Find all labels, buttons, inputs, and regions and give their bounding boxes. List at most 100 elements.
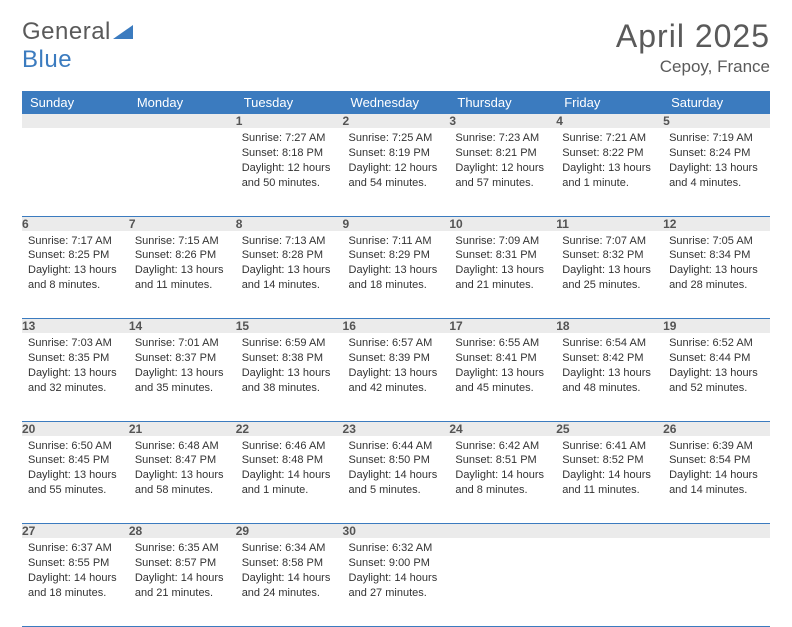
day-content: Sunrise: 7:23 AMSunset: 8:21 PMDaylight:…	[449, 128, 556, 194]
sunset: Sunset: 8:22 PM	[562, 146, 657, 161]
weekday-header: Thursday	[449, 91, 556, 114]
sunrise: Sunrise: 6:41 AM	[562, 439, 657, 454]
sunset: Sunset: 8:35 PM	[28, 351, 123, 366]
day-number: 24	[449, 421, 556, 436]
sunrise: Sunrise: 7:21 AM	[562, 131, 657, 146]
daynum-row: 6789101112	[22, 216, 770, 231]
sunrise: Sunrise: 6:34 AM	[242, 541, 337, 556]
sunset: Sunset: 8:54 PM	[669, 453, 764, 468]
daylight: Daylight: 13 hours and 1 minute.	[562, 161, 657, 191]
sunset: Sunset: 8:34 PM	[669, 248, 764, 263]
day-number: 19	[663, 319, 770, 334]
day-cell: Sunrise: 7:21 AMSunset: 8:22 PMDaylight:…	[556, 128, 663, 216]
daylight: Daylight: 13 hours and 48 minutes.	[562, 366, 657, 396]
sunset: Sunset: 8:44 PM	[669, 351, 764, 366]
day-cell: Sunrise: 6:57 AMSunset: 8:39 PMDaylight:…	[343, 333, 450, 421]
day-cell: Sunrise: 6:46 AMSunset: 8:48 PMDaylight:…	[236, 436, 343, 524]
sunset: Sunset: 8:51 PM	[455, 453, 550, 468]
sunset: Sunset: 8:37 PM	[135, 351, 230, 366]
day-number: 21	[129, 421, 236, 436]
weekday-header: Monday	[129, 91, 236, 114]
sunrise: Sunrise: 7:07 AM	[562, 234, 657, 249]
sunrise: Sunrise: 7:03 AM	[28, 336, 123, 351]
day-cell: Sunrise: 6:59 AMSunset: 8:38 PMDaylight:…	[236, 333, 343, 421]
daylight: Daylight: 13 hours and 21 minutes.	[455, 263, 550, 293]
location: Cepoy, France	[616, 57, 770, 77]
daylight: Daylight: 12 hours and 57 minutes.	[455, 161, 550, 191]
day-cell: Sunrise: 6:42 AMSunset: 8:51 PMDaylight:…	[449, 436, 556, 524]
day-cell: Sunrise: 7:27 AMSunset: 8:18 PMDaylight:…	[236, 128, 343, 216]
empty-cell	[556, 538, 663, 626]
header: General Blue April 2025 Cepoy, France	[22, 18, 770, 77]
sunrise: Sunrise: 6:46 AM	[242, 439, 337, 454]
day-content: Sunrise: 6:35 AMSunset: 8:57 PMDaylight:…	[129, 538, 236, 604]
logo-part1: General	[22, 18, 111, 45]
day-cell: Sunrise: 7:05 AMSunset: 8:34 PMDaylight:…	[663, 231, 770, 319]
sunrise: Sunrise: 6:55 AM	[455, 336, 550, 351]
empty-cell	[449, 524, 556, 539]
day-content: Sunrise: 6:37 AMSunset: 8:55 PMDaylight:…	[22, 538, 129, 604]
weekday-header: Friday	[556, 91, 663, 114]
daynum-row: 13141516171819	[22, 319, 770, 334]
day-cell: Sunrise: 7:03 AMSunset: 8:35 PMDaylight:…	[22, 333, 129, 421]
sunset: Sunset: 8:57 PM	[135, 556, 230, 571]
sunset: Sunset: 8:29 PM	[349, 248, 444, 263]
calendar-table: SundayMondayTuesdayWednesdayThursdayFrid…	[22, 91, 770, 627]
day-content: Sunrise: 6:46 AMSunset: 8:48 PMDaylight:…	[236, 436, 343, 502]
sunset: Sunset: 8:26 PM	[135, 248, 230, 263]
day-cell: Sunrise: 6:44 AMSunset: 8:50 PMDaylight:…	[343, 436, 450, 524]
day-cell: Sunrise: 6:39 AMSunset: 8:54 PMDaylight:…	[663, 436, 770, 524]
day-content: Sunrise: 6:44 AMSunset: 8:50 PMDaylight:…	[343, 436, 450, 502]
day-number: 15	[236, 319, 343, 334]
day-number: 13	[22, 319, 129, 334]
empty-cell	[129, 114, 236, 128]
sunset: Sunset: 8:52 PM	[562, 453, 657, 468]
sunset: Sunset: 8:25 PM	[28, 248, 123, 263]
day-number: 5	[663, 114, 770, 128]
sunset: Sunset: 8:55 PM	[28, 556, 123, 571]
sunrise: Sunrise: 6:59 AM	[242, 336, 337, 351]
daylight: Daylight: 14 hours and 5 minutes.	[349, 468, 444, 498]
day-cell: Sunrise: 6:50 AMSunset: 8:45 PMDaylight:…	[22, 436, 129, 524]
day-number: 4	[556, 114, 663, 128]
day-number: 17	[449, 319, 556, 334]
day-content: Sunrise: 7:13 AMSunset: 8:28 PMDaylight:…	[236, 231, 343, 297]
day-number: 29	[236, 524, 343, 539]
day-content: Sunrise: 6:42 AMSunset: 8:51 PMDaylight:…	[449, 436, 556, 502]
day-number: 11	[556, 216, 663, 231]
daynum-row: 20212223242526	[22, 421, 770, 436]
day-content: Sunrise: 6:54 AMSunset: 8:42 PMDaylight:…	[556, 333, 663, 399]
day-content: Sunrise: 6:52 AMSunset: 8:44 PMDaylight:…	[663, 333, 770, 399]
daylight: Daylight: 12 hours and 54 minutes.	[349, 161, 444, 191]
sunrise: Sunrise: 7:11 AM	[349, 234, 444, 249]
day-cell: Sunrise: 6:54 AMSunset: 8:42 PMDaylight:…	[556, 333, 663, 421]
sunrise: Sunrise: 6:57 AM	[349, 336, 444, 351]
day-cell: Sunrise: 7:15 AMSunset: 8:26 PMDaylight:…	[129, 231, 236, 319]
day-content: Sunrise: 6:34 AMSunset: 8:58 PMDaylight:…	[236, 538, 343, 604]
logo-triangle-icon	[113, 18, 133, 45]
sunrise: Sunrise: 7:27 AM	[242, 131, 337, 146]
weekday-header: Wednesday	[343, 91, 450, 114]
daylight: Daylight: 14 hours and 24 minutes.	[242, 571, 337, 601]
sunset: Sunset: 8:18 PM	[242, 146, 337, 161]
week-row: Sunrise: 6:37 AMSunset: 8:55 PMDaylight:…	[22, 538, 770, 626]
daylight: Daylight: 13 hours and 35 minutes.	[135, 366, 230, 396]
week-row: Sunrise: 7:27 AMSunset: 8:18 PMDaylight:…	[22, 128, 770, 216]
weekday-header: Tuesday	[236, 91, 343, 114]
day-cell: Sunrise: 6:48 AMSunset: 8:47 PMDaylight:…	[129, 436, 236, 524]
daylight: Daylight: 13 hours and 38 minutes.	[242, 366, 337, 396]
day-number: 14	[129, 319, 236, 334]
day-content: Sunrise: 7:05 AMSunset: 8:34 PMDaylight:…	[663, 231, 770, 297]
sunset: Sunset: 8:32 PM	[562, 248, 657, 263]
day-number: 12	[663, 216, 770, 231]
sunset: Sunset: 8:19 PM	[349, 146, 444, 161]
day-cell: Sunrise: 7:17 AMSunset: 8:25 PMDaylight:…	[22, 231, 129, 319]
sunrise: Sunrise: 6:52 AM	[669, 336, 764, 351]
day-cell: Sunrise: 7:11 AMSunset: 8:29 PMDaylight:…	[343, 231, 450, 319]
daylight: Daylight: 12 hours and 50 minutes.	[242, 161, 337, 191]
day-cell: Sunrise: 6:41 AMSunset: 8:52 PMDaylight:…	[556, 436, 663, 524]
logo: General Blue	[22, 18, 133, 74]
day-cell: Sunrise: 6:37 AMSunset: 8:55 PMDaylight:…	[22, 538, 129, 626]
sunrise: Sunrise: 6:42 AM	[455, 439, 550, 454]
sunset: Sunset: 8:42 PM	[562, 351, 657, 366]
